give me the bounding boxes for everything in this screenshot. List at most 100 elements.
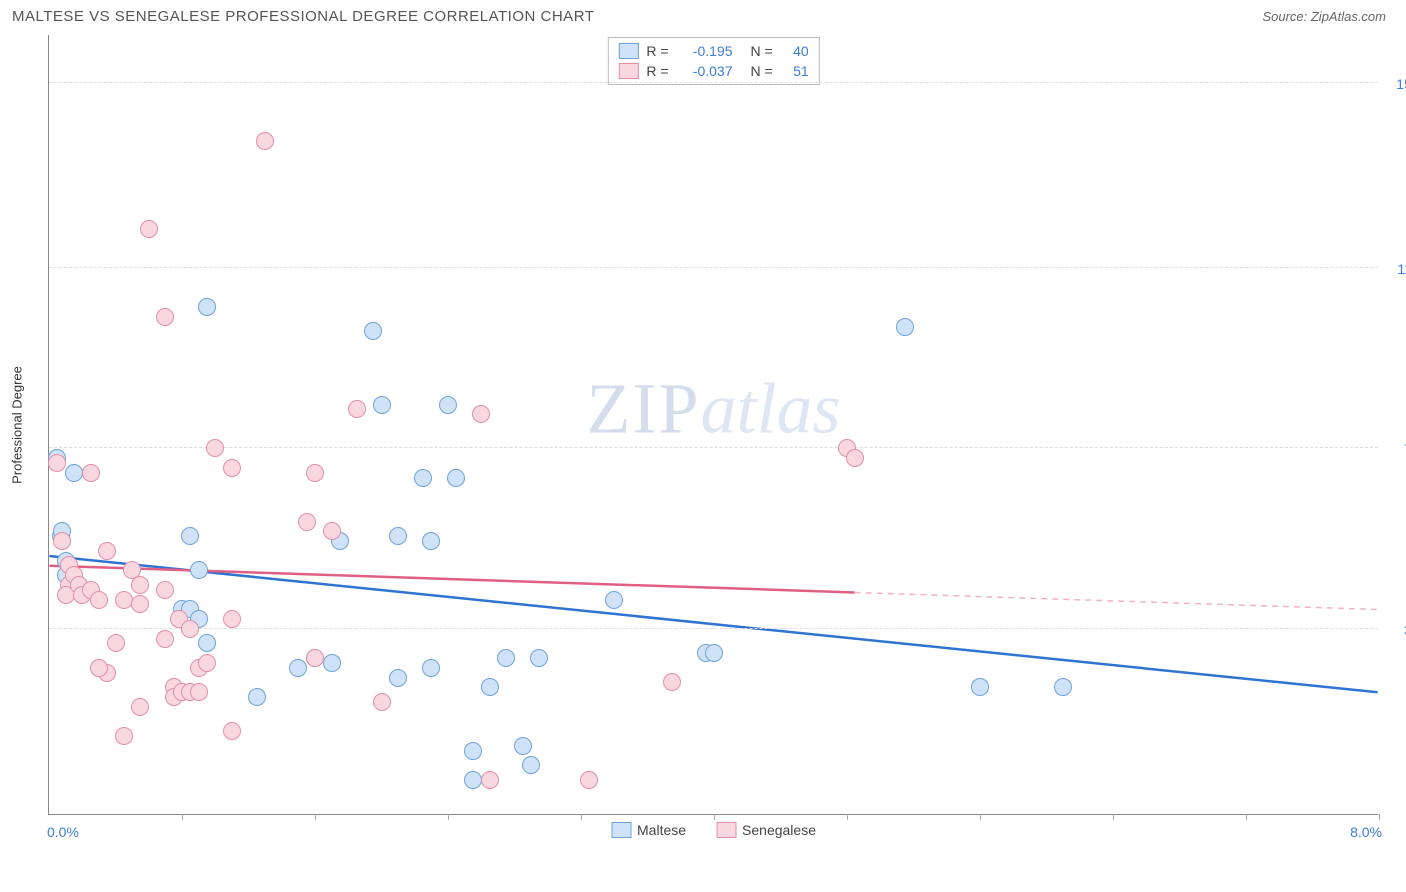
- x-tick: [847, 814, 848, 820]
- data-point: [323, 522, 341, 540]
- data-point: [156, 581, 174, 599]
- data-point: [123, 561, 141, 579]
- x-tick: [448, 814, 449, 820]
- data-point: [198, 634, 216, 652]
- data-point: [896, 318, 914, 336]
- data-point: [846, 449, 864, 467]
- data-point: [447, 469, 465, 487]
- legend-n-key: N =: [751, 61, 773, 81]
- legend-r-value: -0.195: [677, 41, 733, 61]
- series-legend-item: Maltese: [611, 822, 686, 838]
- data-point: [48, 454, 66, 472]
- data-point: [90, 659, 108, 677]
- data-point: [181, 620, 199, 638]
- source-credit: Source: ZipAtlas.com: [1262, 9, 1386, 24]
- x-tick: [980, 814, 981, 820]
- data-point: [65, 464, 83, 482]
- gridline: [49, 628, 1378, 629]
- legend-r-key: R =: [646, 61, 668, 81]
- data-point: [971, 678, 989, 696]
- legend-swatch: [716, 822, 736, 838]
- data-point: [530, 649, 548, 667]
- legend-n-key: N =: [751, 41, 773, 61]
- x-tick: [315, 814, 316, 820]
- y-axis-label: Professional Degree: [10, 366, 25, 484]
- legend-swatch: [611, 822, 631, 838]
- series-legend-label: Senegalese: [742, 822, 816, 838]
- series-legend: Maltese Senegalese: [611, 822, 816, 838]
- data-point: [306, 649, 324, 667]
- page-title: MALTESE VS SENEGALESE PROFESSIONAL DEGRE…: [12, 8, 594, 25]
- data-point: [115, 591, 133, 609]
- x-max-label: 8.0%: [1350, 824, 1382, 840]
- data-point: [223, 610, 241, 628]
- series-legend-label: Maltese: [637, 822, 686, 838]
- y-tick-label: 15.0%: [1396, 76, 1406, 92]
- data-point: [439, 396, 457, 414]
- legend-n-value: 40: [781, 41, 809, 61]
- data-point: [605, 591, 623, 609]
- data-point: [464, 771, 482, 789]
- data-point: [198, 654, 216, 672]
- legend-r-value: -0.037: [677, 61, 733, 81]
- data-point: [53, 532, 71, 550]
- data-point: [414, 469, 432, 487]
- gridline: [49, 267, 1378, 268]
- data-point: [190, 683, 208, 701]
- data-point: [348, 400, 366, 418]
- data-point: [131, 698, 149, 716]
- data-point: [464, 742, 482, 760]
- x-origin-label: 0.0%: [47, 824, 79, 840]
- data-point: [181, 527, 199, 545]
- gridline: [49, 447, 1378, 448]
- data-point: [289, 659, 307, 677]
- data-point: [472, 405, 490, 423]
- legend-swatch: [618, 43, 638, 59]
- data-point: [82, 464, 100, 482]
- data-point: [131, 595, 149, 613]
- data-point: [373, 693, 391, 711]
- data-point: [156, 308, 174, 326]
- data-point: [298, 513, 316, 531]
- legend-row: R = -0.195 N = 40: [618, 41, 808, 61]
- legend-swatch: [618, 63, 638, 79]
- data-point: [481, 771, 499, 789]
- data-point: [140, 220, 158, 238]
- data-point: [198, 298, 216, 316]
- legend-n-value: 51: [781, 61, 809, 81]
- legend-row: R = -0.037 N = 51: [618, 61, 808, 81]
- data-point: [256, 132, 274, 150]
- gridline: [49, 82, 1378, 83]
- data-point: [497, 649, 515, 667]
- data-point: [522, 756, 540, 774]
- data-point: [306, 464, 324, 482]
- watermark: ZIPatlas: [586, 367, 840, 450]
- legend-r-key: R =: [646, 41, 668, 61]
- data-point: [156, 630, 174, 648]
- data-point: [248, 688, 266, 706]
- y-tick-label: 11.2%: [1397, 261, 1406, 277]
- data-point: [98, 542, 116, 560]
- data-point: [389, 669, 407, 687]
- data-point: [580, 771, 598, 789]
- scatter-chart: Professional Degree ZIPatlas R =-0.195N …: [48, 35, 1378, 815]
- data-point: [206, 439, 224, 457]
- data-point: [663, 673, 681, 691]
- data-point: [1054, 678, 1072, 696]
- data-point: [481, 678, 499, 696]
- data-point: [115, 727, 133, 745]
- x-tick: [182, 814, 183, 820]
- data-point: [389, 527, 407, 545]
- data-point: [90, 591, 108, 609]
- data-point: [373, 396, 391, 414]
- series-legend-item: Senegalese: [716, 822, 816, 838]
- data-point: [705, 644, 723, 662]
- data-point: [422, 532, 440, 550]
- data-point: [422, 659, 440, 677]
- data-point: [107, 634, 125, 652]
- x-tick: [1379, 814, 1380, 820]
- data-point: [514, 737, 532, 755]
- data-point: [364, 322, 382, 340]
- data-point: [190, 561, 208, 579]
- x-tick: [1113, 814, 1114, 820]
